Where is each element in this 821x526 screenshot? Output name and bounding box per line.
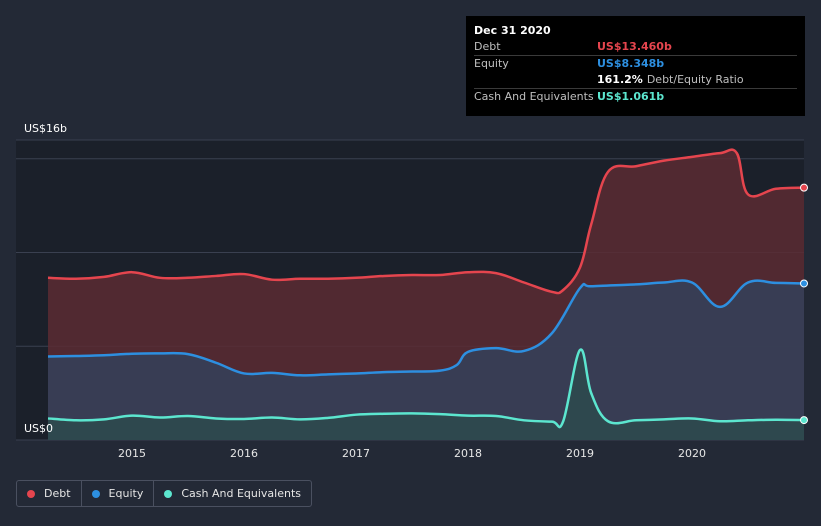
- equity-area: [48, 280, 804, 440]
- tooltip-title: Dec 31 2020: [474, 24, 551, 37]
- y-axis-bottom-label: US$0: [24, 422, 53, 435]
- equity-line: [47, 279, 805, 377]
- x-tick-label-2016: 2016: [230, 447, 258, 460]
- legend-item-debt[interactable]: Debt: [17, 481, 82, 506]
- debt-dot-icon: [27, 489, 35, 498]
- cash-dot-icon: [164, 489, 173, 498]
- tooltip-row-equity: Equity US$8.348b: [474, 55, 797, 72]
- tooltip-row-ratio: 161.2% Debt/Equity Ratio: [474, 72, 797, 88]
- y-axis-top-label: US$16b: [24, 122, 67, 135]
- x-tick-label-2017: 2017: [342, 447, 370, 460]
- cash-area: [48, 349, 804, 440]
- tooltip-row-debt: Debt US$13.460b: [474, 39, 797, 55]
- equity-end-point: [800, 279, 808, 288]
- debt-end-point: [800, 183, 808, 192]
- tooltip-debt-value: US$13.460b: [597, 40, 672, 53]
- tooltip-ratio-value: 161.2%: [597, 73, 643, 86]
- tooltip-ratio-spacer: [474, 72, 597, 88]
- equity-dot-icon: [91, 489, 100, 498]
- legend-equity-label: Equity: [108, 487, 144, 500]
- x-tick-label-2019: 2019: [566, 447, 594, 460]
- debt-line: [47, 148, 805, 295]
- legend-item-equity[interactable]: Equity: [82, 481, 155, 506]
- legend-cash-label: Cash And Equivalents: [181, 487, 301, 500]
- x-tick-label-2020: 2020: [678, 447, 706, 460]
- cash-line: [47, 348, 805, 429]
- legend-debt-label: Debt: [44, 487, 71, 500]
- x-tick-label-2018: 2018: [454, 447, 482, 460]
- tooltip-ratio-label: Debt/Equity Ratio: [646, 73, 744, 86]
- tooltip-equity-value: US$8.348b: [597, 57, 665, 70]
- cash-end-point: [800, 416, 808, 425]
- legend-item-cash[interactable]: Cash And Equivalents: [154, 481, 311, 506]
- tooltip-cash-label: Cash And Equivalents: [474, 90, 594, 103]
- tooltip-debt-label: Debt: [474, 40, 501, 53]
- tooltip-equity-label: Equity: [474, 57, 509, 70]
- tooltip: Dec 31 2020 Debt US$13.460b Equity US$8.…: [466, 16, 805, 116]
- x-tick-label-2015: 2015: [118, 447, 146, 460]
- tooltip-cash-value: US$1.061b: [597, 90, 665, 103]
- legend: Debt Equity Cash And Equivalents: [16, 480, 312, 507]
- tooltip-row-cash: Cash And Equivalents US$1.061b: [474, 88, 797, 105]
